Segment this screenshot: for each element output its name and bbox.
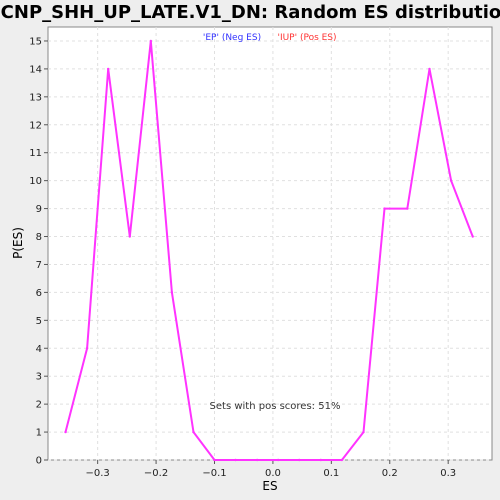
x-tick-label: 0.3 [440,468,456,479]
y-tick-label: 10 [29,176,42,187]
data-point [298,458,301,462]
chart-title: GCNP_SHH_UP_LATE.V1_DN: Random ES distri… [0,2,500,23]
legend-item-pos: 'IUP' (Pos ES) [277,33,336,43]
x-tick-label: −0.2 [144,468,168,479]
grid [48,27,492,461]
y-tick-label: 11 [29,148,42,159]
data-point [106,67,110,71]
data-point [85,347,89,350]
data-point [383,207,386,210]
data-point [234,458,237,462]
x-axis-label: ES [262,479,277,493]
data-point [149,39,153,43]
x-tick-label: 0.2 [382,468,398,479]
data-point [276,458,280,462]
data-point [128,235,131,238]
data-point [192,430,195,434]
y-tick-label: 13 [29,92,42,103]
y-tick-label: 15 [29,36,42,47]
x-tick-label: 0.1 [323,468,339,479]
y-tick-label: 7 [36,260,42,271]
y-tick-label: 3 [36,372,42,383]
annotation: Sets with pos scores: 51% [210,401,341,412]
y-tick-label: 8 [36,232,42,243]
legend-item-neg: 'EP' (Neg ES) [203,33,261,43]
y-tick-label: 9 [36,204,42,215]
y-tick-label: 4 [36,344,42,355]
x-tick-label: 0.0 [265,468,281,479]
data-point [428,67,431,71]
x-tick-label: −0.3 [86,468,110,479]
data-point [319,458,323,462]
y-axis-label: P(ES) [11,227,25,259]
series-points [64,39,474,462]
data-point [406,207,409,210]
data-point [340,458,344,462]
y-tick-label: 6 [36,288,42,299]
y-tick-label: 5 [36,316,42,327]
y-tick-label: 1 [36,428,42,439]
y-tick-label: 2 [36,400,42,411]
data-point [64,430,67,434]
data-point [213,458,216,462]
data-point [449,179,453,182]
plot-area [47,26,493,461]
series-line [64,40,474,461]
y-tick-label: 12 [29,120,42,131]
x-tick-label: −0.1 [202,468,226,479]
y-tick-label: 0 [36,456,42,467]
data-point [362,430,365,434]
y-tick-label: 14 [29,64,42,75]
data-point [471,235,474,238]
data-point [255,458,259,462]
data-point [170,291,174,294]
